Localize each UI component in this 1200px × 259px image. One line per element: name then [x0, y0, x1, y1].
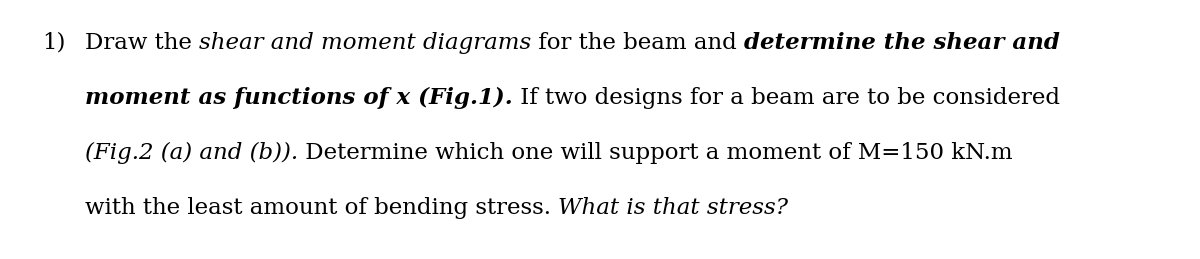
Text: moment as functions of x (Fig.1).: moment as functions of x (Fig.1).: [85, 87, 512, 109]
Text: determine the shear and: determine the shear and: [744, 32, 1061, 54]
Text: Determine which one will support a moment of M=150 kN.m: Determine which one will support a momen…: [298, 142, 1013, 164]
Text: 1): 1): [42, 32, 65, 54]
Text: If two designs for a beam are to be considered: If two designs for a beam are to be cons…: [512, 87, 1060, 109]
Text: with the least amount of bending stress.: with the least amount of bending stress.: [85, 197, 558, 219]
Text: for the beam and: for the beam and: [532, 32, 744, 54]
Text: What is that stress?: What is that stress?: [558, 197, 788, 219]
Text: shear and moment diagrams: shear and moment diagrams: [199, 32, 532, 54]
Text: Draw the: Draw the: [85, 32, 199, 54]
Text: (Fig.2 (a) and (b)).: (Fig.2 (a) and (b)).: [85, 142, 298, 164]
